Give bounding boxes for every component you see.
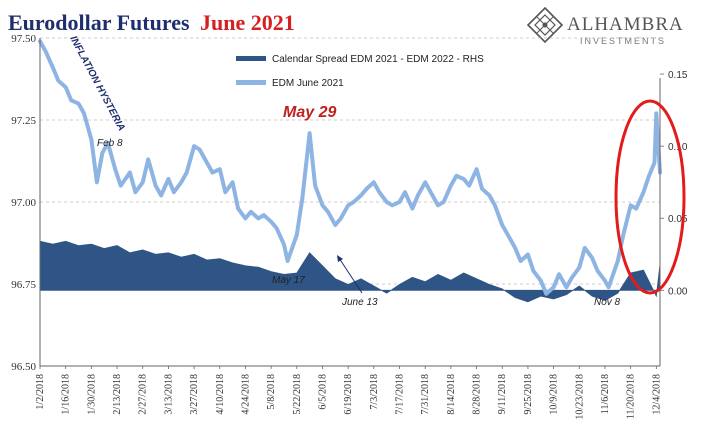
- brand-sub: INVESTMENTS: [580, 36, 666, 46]
- annotation-nov8: Nov 8: [594, 297, 621, 308]
- x-tick-label: 8/14/2018: [446, 374, 457, 415]
- x-tick-label: 11/6/2018: [600, 374, 611, 414]
- right-tick-label: 0.00: [668, 286, 688, 297]
- x-tick-label: 8/28/2018: [472, 374, 483, 415]
- x-tick-label: 1/30/2018: [86, 374, 97, 415]
- x-tick-label: 5/22/2018: [292, 374, 303, 415]
- annotation-june13-arrow: [338, 257, 363, 294]
- x-tick-label: 5/8/2018: [266, 374, 277, 410]
- annotation-june13: June 13: [341, 297, 378, 308]
- x-tick-label: 10/9/2018: [549, 374, 560, 415]
- x-tick-label: 4/10/2018: [215, 374, 226, 415]
- x-tick-label: 6/5/2018: [318, 374, 329, 410]
- legend-swatch-spread: [236, 56, 266, 61]
- x-tick-label: 10/23/2018: [574, 374, 585, 420]
- diamond-lattice-icon: [526, 6, 564, 44]
- x-tick-label: 9/25/2018: [523, 374, 534, 415]
- annotation-inflation: INFLATION HYSTERIA: [67, 34, 126, 133]
- legend: Calendar Spread EDM 2021 - EDM 2022 - RH…: [236, 54, 484, 89]
- legend-label-edm: EDM June 2021: [272, 78, 344, 89]
- series-spread-area: [39, 240, 661, 303]
- left-tick-label: 97.25: [11, 115, 36, 127]
- x-tick-label: 6/19/2018: [343, 374, 354, 415]
- left-tick-label: 97.50: [11, 33, 36, 45]
- x-tick-label: 7/31/2018: [420, 374, 431, 415]
- edm-line-layer: [38, 39, 662, 296]
- x-tick-label: 12/4/2018: [651, 374, 662, 415]
- legend-label-spread: Calendar Spread EDM 2021 - EDM 2022 - RH…: [272, 54, 484, 65]
- title-part-1: Eurodollar Futures: [8, 10, 190, 35]
- x-tick-label: 4/24/2018: [240, 374, 251, 415]
- spread-area-layer: [39, 240, 661, 303]
- axes: [39, 38, 664, 369]
- highlight-ellipse: [614, 99, 686, 295]
- x-tick-label: 11/20/2018: [626, 374, 637, 419]
- title-part-2: June 2021: [200, 10, 295, 35]
- x-tick-label: 2/27/2018: [138, 374, 149, 415]
- series-edm-line: [38, 39, 662, 296]
- legend-swatch-edm: [236, 80, 266, 85]
- brand-logo: ALHAMBRA INVESTMENTS: [526, 6, 684, 46]
- left-tick-label: 97.00: [11, 197, 36, 209]
- annotation-may17: May 17: [272, 275, 305, 286]
- x-tick-label: 7/17/2018: [395, 374, 406, 415]
- annotation-feb8: Feb 8: [97, 138, 123, 149]
- right-tick-label: 0.05: [668, 214, 688, 225]
- chart-title: Eurodollar Futures June 2021: [8, 10, 295, 35]
- x-tick-label: 1/2/2018: [35, 374, 46, 410]
- left-tick-label: 96.75: [11, 279, 36, 291]
- x-tick-label: 9/11/2018: [497, 374, 508, 414]
- right-tick-label: 0.15: [668, 70, 688, 81]
- annotation-feb2: Feb 2: [84, 206, 110, 217]
- left-tick-label: 96.50: [11, 361, 36, 373]
- x-tick-label: 2/13/2018: [112, 374, 123, 415]
- annotation-may29: May 29: [283, 104, 336, 121]
- x-tick-label: 3/13/2018: [163, 374, 174, 415]
- annotation-june13-arrowhead: [337, 255, 343, 262]
- x-tick-label: 3/27/2018: [189, 374, 200, 415]
- x-tick-label: 7/3/2018: [369, 374, 380, 410]
- x-tick-label: 1/16/2018: [61, 374, 72, 415]
- tick-labels: 96.5096.7597.0097.2597.500.000.050.100.1…: [11, 33, 688, 420]
- brand-name: ALHAMBRA: [567, 14, 684, 35]
